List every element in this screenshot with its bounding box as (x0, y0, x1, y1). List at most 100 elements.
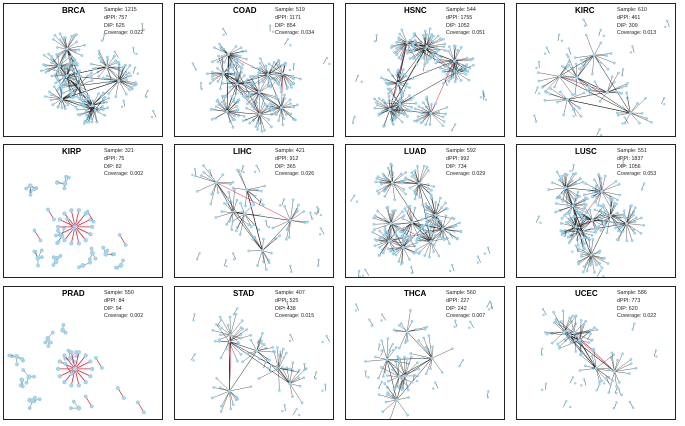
network-node (98, 56, 101, 60)
network-edge (250, 340, 257, 351)
stat-coverage: Coverage: 0.002 (104, 171, 144, 178)
network-edge (259, 85, 271, 93)
network-node (612, 369, 617, 374)
network-node (57, 67, 61, 71)
network-edge (381, 314, 387, 321)
network-edge (74, 213, 87, 228)
network-node (62, 66, 65, 69)
network-node (61, 323, 66, 327)
network-node (417, 367, 421, 371)
network-node (58, 38, 62, 42)
network-edge (453, 60, 455, 78)
network-node (591, 195, 594, 199)
network-graph (350, 162, 490, 277)
network-edge (382, 399, 397, 412)
network-node (591, 238, 595, 241)
network-node (83, 380, 88, 385)
network-node (76, 208, 81, 213)
network-node (274, 95, 278, 99)
stat-sample: Sample: 550 (104, 290, 134, 296)
network-node (15, 362, 19, 367)
network-node (568, 316, 572, 320)
panel-title: LUSC (575, 147, 597, 156)
network-node (233, 188, 236, 192)
network-node (291, 74, 295, 78)
network-node (57, 86, 61, 90)
network-node (616, 198, 619, 202)
network-node (558, 346, 561, 350)
network-node (555, 170, 559, 174)
network-edge (442, 228, 458, 239)
network-node (437, 54, 440, 57)
network-edge (106, 66, 119, 69)
network-node (650, 120, 653, 124)
network-edge (579, 340, 582, 354)
network-node (411, 77, 415, 80)
network-node (241, 119, 245, 123)
network-node (396, 81, 400, 86)
network-node (429, 196, 433, 200)
network-node (85, 209, 90, 214)
network-edge (454, 60, 470, 69)
network-node (100, 59, 104, 63)
network-node (408, 43, 412, 47)
network-edge (613, 215, 627, 224)
network-node (257, 228, 261, 232)
network-node (593, 208, 597, 212)
stat-sample: Sample: 610 (617, 7, 647, 13)
network-node (48, 340, 53, 345)
network-node (276, 346, 279, 349)
network-node (146, 89, 149, 93)
network-edge (390, 215, 405, 224)
network-node (84, 120, 88, 124)
network-node (275, 73, 279, 77)
network-node (245, 102, 249, 106)
network-edge (118, 80, 130, 90)
panel-stats: Sample: 407 dPPI: 525 DIP: 438 Coverage:… (275, 290, 314, 321)
network-edge (216, 182, 234, 213)
network-edge (78, 85, 90, 100)
panel-title: KIRC (575, 6, 595, 15)
network-node (102, 91, 105, 95)
network-edge (92, 105, 97, 123)
network-node (397, 374, 401, 378)
network-edge (216, 378, 230, 392)
network-node (272, 30, 275, 33)
network-edge (397, 74, 405, 84)
network-edge (78, 75, 88, 86)
network-node (413, 189, 416, 193)
network-node (613, 222, 616, 226)
network-edge (454, 60, 460, 72)
network-node (392, 328, 396, 332)
network-node (446, 83, 449, 86)
network-node (654, 349, 658, 352)
network-node (232, 313, 235, 316)
network-edge (420, 233, 431, 242)
network-node (257, 112, 262, 116)
network-edge (580, 354, 597, 369)
network-edge (414, 183, 420, 199)
network-node (573, 92, 577, 96)
network-edge (390, 211, 393, 224)
network-node (93, 108, 97, 112)
network-node (400, 388, 404, 391)
network-node (297, 369, 301, 372)
network-node (603, 223, 606, 226)
network-node (62, 186, 67, 191)
network-edge (406, 321, 413, 332)
network-node (582, 246, 586, 250)
network-edge (267, 74, 279, 84)
network-node (214, 117, 217, 120)
network-edge (63, 85, 79, 88)
network-edge (630, 103, 638, 114)
network-node (384, 400, 388, 404)
network-edge (399, 33, 408, 43)
network-edge (236, 71, 242, 85)
network-edge (574, 329, 597, 334)
network-node (631, 45, 634, 48)
network-edge (592, 219, 606, 227)
network-edge (226, 212, 234, 225)
panel-stats: Sample: 550 dPPI: 84 DIP: 94 Coverage: 0… (104, 290, 143, 321)
network-node (571, 250, 574, 253)
network-node (318, 233, 322, 236)
